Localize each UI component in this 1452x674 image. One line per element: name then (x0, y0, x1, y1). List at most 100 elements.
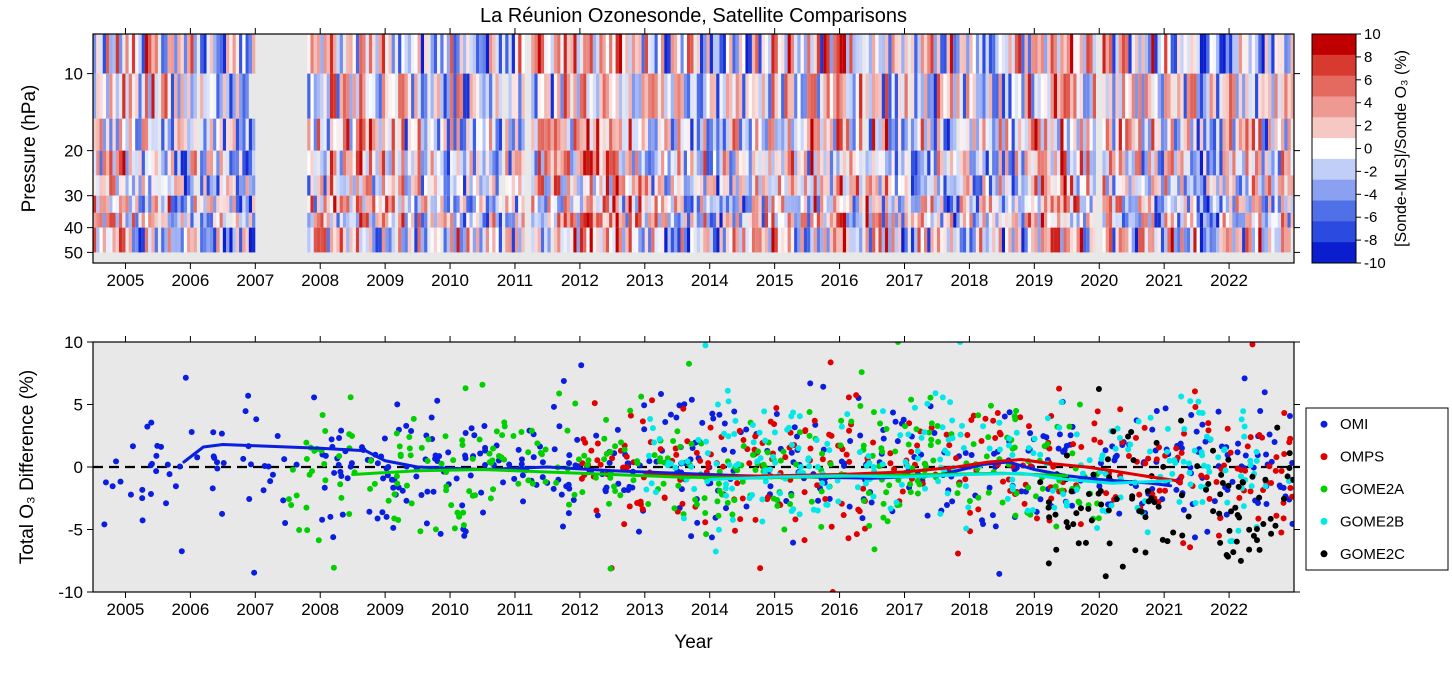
point-GOME2B (961, 445, 967, 451)
point-GOME2A (543, 479, 549, 485)
point-GOME2A (652, 452, 658, 458)
point-OMI (1199, 422, 1205, 428)
point-GOME2C (1064, 519, 1070, 525)
point-GOME2A (337, 481, 343, 487)
point-GOME2B (1051, 505, 1057, 511)
point-OMPS (870, 439, 876, 445)
point-OMI (869, 500, 875, 506)
point-OMPS (846, 428, 852, 434)
point-GOME2C (1132, 547, 1138, 553)
point-GOME2C (1078, 505, 1084, 511)
point-GOME2A (871, 546, 877, 552)
point-OMPS (737, 516, 743, 522)
point-OMI (790, 540, 796, 546)
point-GOME2A (971, 441, 977, 447)
point-GOME2C (1218, 472, 1224, 478)
point-GOME2A (886, 482, 892, 488)
point-OMI (1212, 498, 1218, 504)
point-GOME2C (1142, 549, 1148, 555)
point-GOME2B (947, 399, 953, 405)
point-GOME2B (857, 449, 863, 455)
point-OMI (331, 470, 337, 476)
point-OMI (183, 375, 189, 381)
point-GOME2A (606, 501, 612, 507)
scatter-xtick: 2011 (497, 600, 534, 619)
point-GOME2A (603, 417, 609, 423)
point-OMI (139, 487, 145, 493)
point-GOME2A (819, 451, 825, 457)
point-GOME2B (814, 437, 820, 443)
point-OMI (969, 452, 975, 458)
point-GOME2A (502, 423, 508, 429)
point-OMI (445, 449, 451, 455)
point-OMI (520, 472, 526, 478)
point-OMPS (975, 506, 981, 512)
point-OMI (165, 462, 171, 468)
point-GOME2A (372, 481, 378, 487)
point-OMI (173, 483, 179, 489)
point-GOME2A (857, 403, 863, 409)
point-OMI (1242, 375, 1248, 381)
point-GOME2C (1106, 507, 1112, 513)
point-GOME2A (657, 458, 663, 464)
point-GOME2B (1215, 454, 1221, 460)
point-OMI (385, 464, 391, 470)
point-GOME2B (1192, 448, 1198, 454)
point-OMI (694, 520, 700, 526)
point-GOME2B (1187, 481, 1193, 487)
point-GOME2A (883, 489, 889, 495)
point-GOME2A (781, 526, 787, 532)
heatmap-xtick: 2006 (171, 271, 209, 290)
point-OMPS (708, 425, 714, 431)
point-GOME2B (730, 517, 736, 523)
point-OMI (266, 464, 272, 470)
point-GOME2A (322, 428, 328, 434)
point-GOME2C (1281, 496, 1287, 502)
heatmap-ylabel: Pressure (hPa) (19, 85, 40, 213)
point-GOME2A (752, 467, 758, 473)
point-OMI (281, 456, 287, 462)
point-GOME2A (750, 452, 756, 458)
point-OMI (516, 447, 522, 453)
point-GOME2B (1005, 496, 1011, 502)
scatter-xtick: 2015 (756, 600, 794, 619)
point-OMI (511, 476, 517, 482)
point-GOME2A (470, 456, 476, 462)
point-OMPS (595, 441, 601, 447)
heatmap-xtick: 2020 (1080, 271, 1118, 290)
point-OMI (140, 517, 146, 523)
point-OMI (434, 398, 440, 404)
point-GOME2A (394, 481, 400, 487)
point-GOME2A (645, 501, 651, 507)
point-OMPS (720, 464, 726, 470)
point-OMPS (846, 394, 852, 400)
point-GOME2A (304, 456, 310, 462)
point-GOME2A (443, 484, 449, 490)
point-GOME2A (368, 458, 374, 464)
point-GOME2B (922, 486, 928, 492)
point-GOME2B (1241, 434, 1247, 440)
point-GOME2B (1087, 457, 1093, 463)
legend-label-GOME2A: GOME2A (1340, 481, 1404, 498)
scatter-xtick: 2017 (886, 600, 924, 619)
scatter-ylabel: Total O₃ Difference (%) (17, 370, 38, 564)
point-OMPS (1117, 406, 1123, 412)
point-OMI (329, 436, 335, 442)
point-GOME2A (539, 451, 545, 457)
point-GOME2C (1178, 418, 1184, 424)
point-OMPS (680, 406, 686, 412)
scatter-xtick: 2012 (561, 600, 599, 619)
point-OMI (662, 419, 668, 425)
point-GOME2A (556, 390, 562, 396)
point-OMI (251, 570, 257, 576)
point-GOME2B (643, 487, 649, 493)
point-GOME2B (1009, 484, 1015, 490)
point-OMPS (1178, 474, 1184, 480)
point-OMI (337, 469, 343, 475)
point-OMI (561, 378, 567, 384)
point-GOME2C (1246, 547, 1252, 553)
point-OMI (949, 498, 955, 504)
point-GOME2A (716, 481, 722, 487)
point-OMPS (953, 455, 959, 461)
point-OMPS (860, 486, 866, 492)
